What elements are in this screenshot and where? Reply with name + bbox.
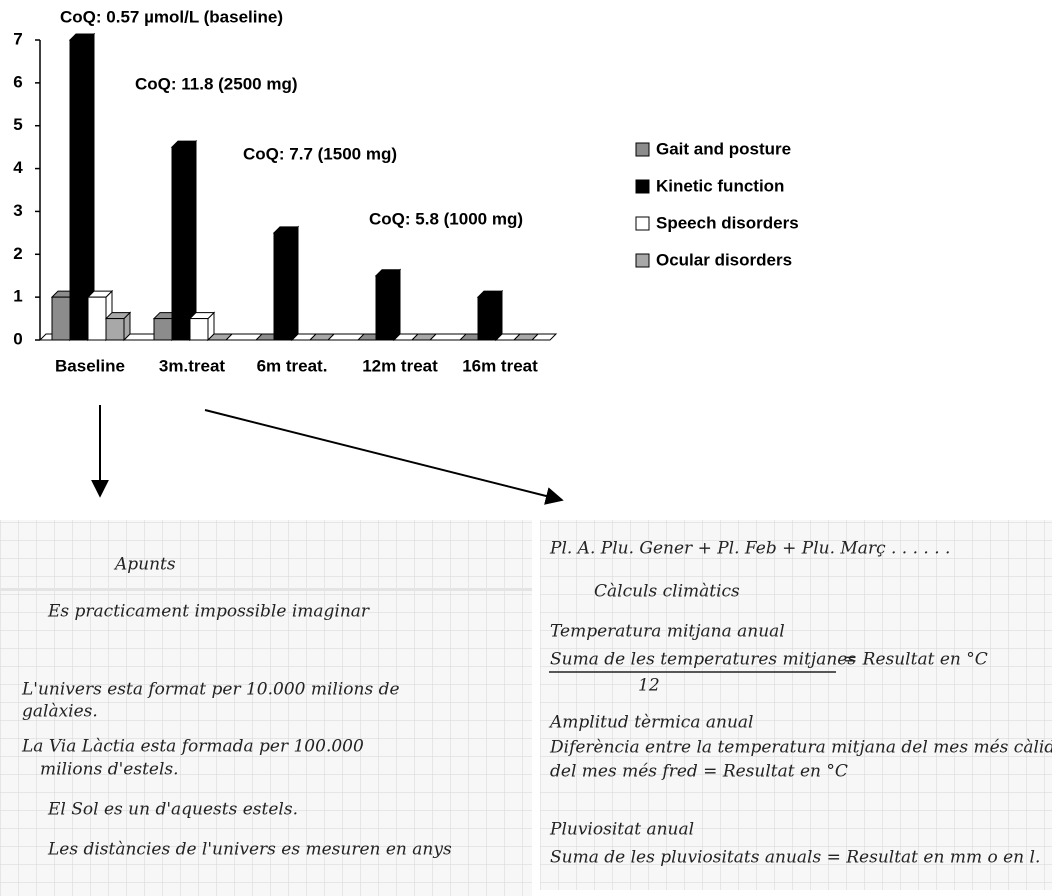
note-line: 12 bbox=[638, 676, 660, 696]
bar bbox=[70, 40, 88, 340]
bar bbox=[190, 319, 208, 340]
legend-label: Ocular disorders bbox=[656, 250, 792, 269]
x-tick-label: 6m treat. bbox=[257, 356, 328, 375]
legend-swatch bbox=[636, 254, 649, 267]
note-line: del mes més fred = Resultat en °C bbox=[550, 762, 848, 782]
bar bbox=[172, 147, 190, 340]
note-line: milions d'estels. bbox=[40, 760, 179, 780]
bar bbox=[106, 319, 124, 340]
y-tick-label: 1 bbox=[13, 287, 22, 306]
note-line: La Via Làctia esta formada per 100.000 bbox=[21, 737, 364, 757]
legend-swatch bbox=[636, 217, 649, 230]
y-tick-label: 6 bbox=[13, 72, 22, 91]
page-fold bbox=[0, 588, 532, 591]
note-line: Diferència entre la temperatura mitjana … bbox=[549, 738, 1052, 758]
note-line: Les distàncies de l'univers es mesuren e… bbox=[47, 840, 452, 860]
legend-label: Speech disorders bbox=[656, 213, 799, 232]
y-tick-label: 5 bbox=[13, 115, 22, 134]
note-line: = Resultat en °C bbox=[843, 650, 988, 670]
annotation: CoQ: 11.8 (2500 mg) bbox=[135, 74, 298, 93]
y-tick-label: 3 bbox=[13, 201, 22, 220]
annotation: CoQ: 5.8 (1000 mg) bbox=[369, 209, 523, 228]
y-tick-label: 4 bbox=[13, 158, 23, 177]
y-tick-label: 2 bbox=[13, 244, 22, 263]
legend-swatch bbox=[636, 143, 649, 156]
note-line: El Sol es un d'aquests estels. bbox=[47, 800, 298, 820]
bar-side bbox=[394, 270, 400, 340]
x-tick-label: Baseline bbox=[55, 356, 125, 375]
legend-label: Kinetic function bbox=[656, 176, 784, 195]
annotation: CoQ: 0.57 µmol/L (baseline) bbox=[60, 7, 283, 26]
y-tick-label: 0 bbox=[13, 329, 22, 348]
bar bbox=[88, 297, 106, 340]
page: {"chart_data": {"type": "bar", "categori… bbox=[0, 0, 1052, 896]
note-line: Es practicament impossible imaginar bbox=[47, 602, 370, 622]
annotation: CoQ: 7.7 (1500 mg) bbox=[243, 144, 397, 163]
x-tick-label: 12m treat bbox=[362, 356, 438, 375]
bar bbox=[154, 319, 172, 340]
note-line: Pluviositat anual bbox=[549, 820, 694, 840]
note-line: Suma de les temperatures mitjanes bbox=[550, 650, 856, 670]
bar bbox=[478, 297, 496, 340]
note-line: Càlculs climàtics bbox=[594, 582, 740, 602]
figure: 01234567Baseline3m.treat6m treat.12m tre… bbox=[0, 0, 1052, 896]
x-tick-label: 16m treat bbox=[462, 356, 538, 375]
y-tick-label: 7 bbox=[13, 29, 22, 48]
note-line: galàxies. bbox=[22, 702, 98, 722]
note-line: Temperatura mitjana anual bbox=[550, 622, 785, 642]
bar-side bbox=[496, 291, 502, 340]
bar-side bbox=[292, 227, 298, 340]
legend-swatch bbox=[636, 180, 649, 193]
bar bbox=[274, 233, 292, 340]
note-line: Amplitud tèrmica anual bbox=[548, 713, 753, 733]
note-line: Pl. A. Plu. Gener + Pl. Feb + Plu. Març … bbox=[549, 539, 950, 559]
bar-side bbox=[190, 141, 196, 340]
bar bbox=[376, 276, 394, 340]
legend-label: Gait and posture bbox=[656, 139, 791, 158]
x-tick-label: 3m.treat bbox=[159, 356, 225, 375]
arrow bbox=[205, 410, 562, 500]
note-line: Suma de les pluviositats anuals = Result… bbox=[550, 848, 1040, 868]
note-line: Apunts bbox=[113, 555, 176, 575]
note-line: L'univers esta format per 10.000 milions… bbox=[21, 680, 400, 700]
bar bbox=[52, 297, 70, 340]
